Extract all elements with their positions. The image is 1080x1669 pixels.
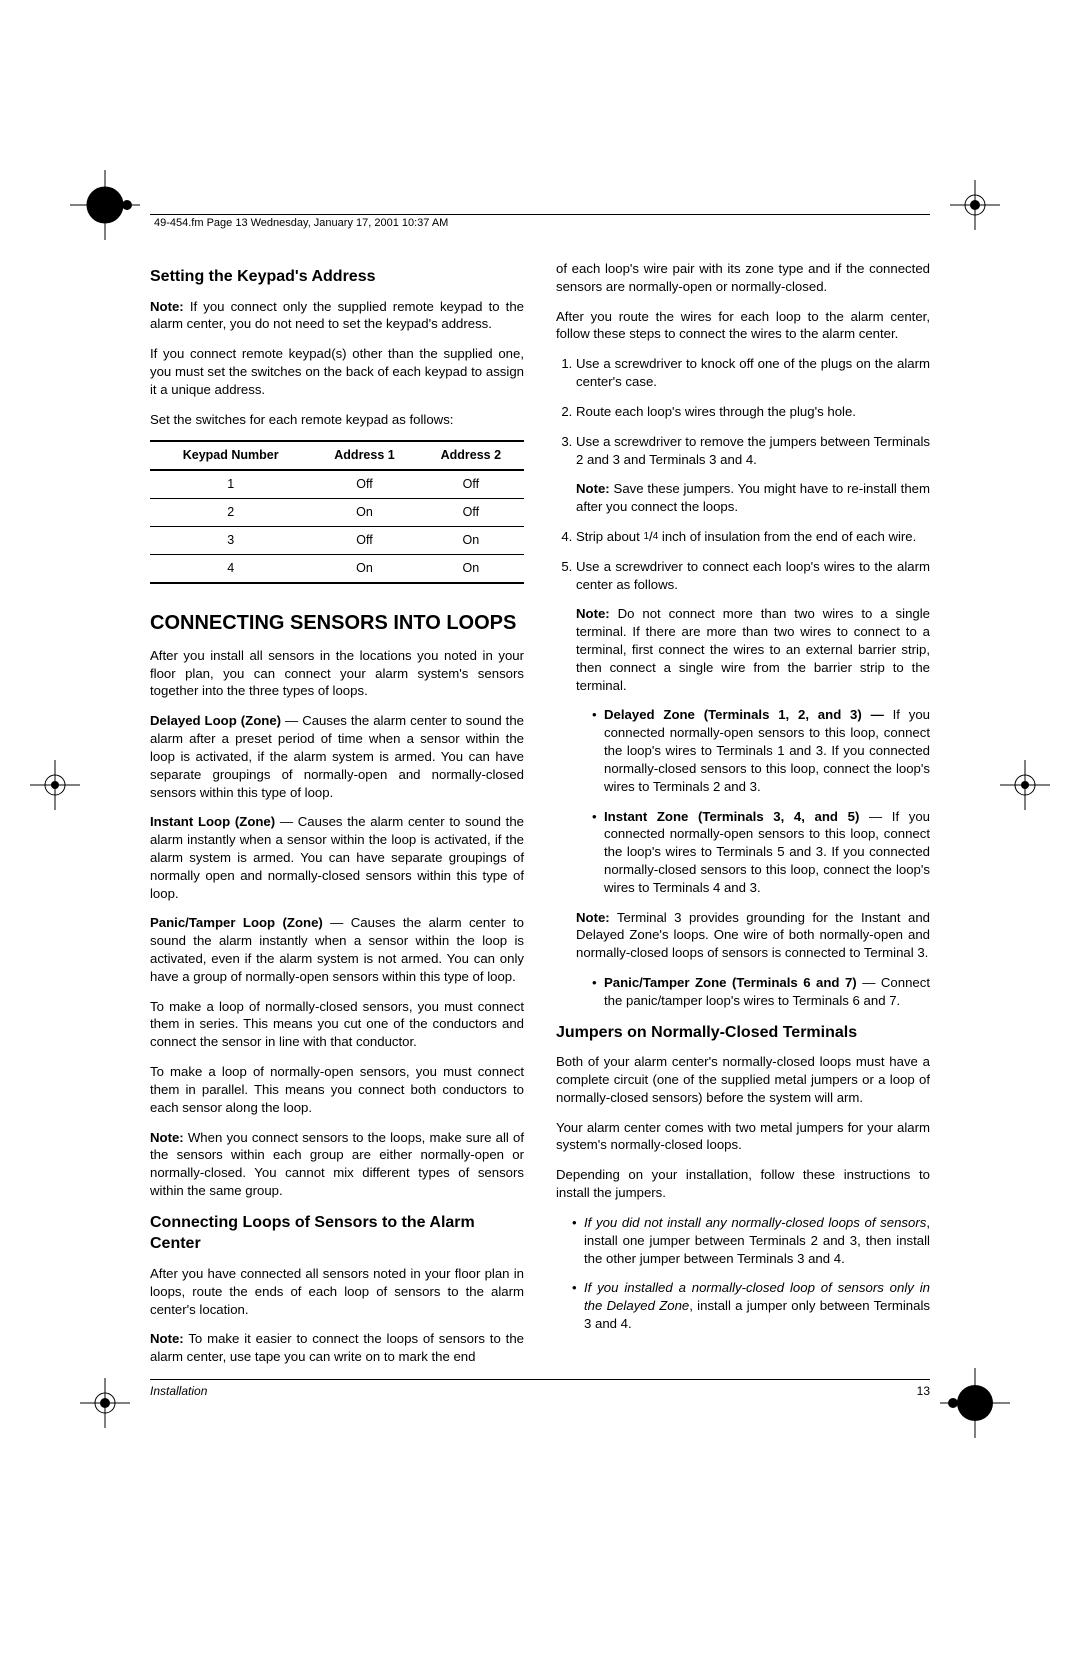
heading-setting-address: Setting the Keypad's Address: [150, 266, 524, 288]
heading-connect-loops: Connecting Loops of Sensors to the Alarm…: [150, 1212, 524, 1255]
term: Panic/Tamper Loop (Zone): [150, 915, 323, 930]
footer-page-number: 13: [917, 1384, 930, 1398]
heading-jumpers: Jumpers on Normally-Closed Terminals: [556, 1022, 930, 1044]
table-cell: Off: [311, 527, 417, 555]
text: Terminal 3 provides grounding for the In…: [576, 910, 930, 961]
table-cell: 3: [150, 527, 311, 555]
table-cell: Off: [418, 470, 524, 498]
table-cell: 2: [150, 499, 311, 527]
table-header: Keypad Number: [150, 441, 311, 470]
paragraph: If you connect remote keypad(s) other th…: [150, 345, 524, 398]
list-item: Strip about 1/4 inch of insulation from …: [576, 528, 930, 546]
table-header: Address 2: [418, 441, 524, 470]
left-column: Setting the Keypad's Address Note: If yo…: [150, 260, 524, 1378]
zone-bullets-2: Panic/Tamper Zone (Terminals 6 and 7) — …: [576, 974, 930, 1010]
text: If you connect only the supplied remote …: [150, 299, 524, 332]
list-item: Use a screwdriver to remove the jumpers …: [576, 433, 930, 516]
term: Instant Zone (Terminals 3, 4, and 5): [604, 809, 859, 824]
crop-mark-icon: [70, 170, 140, 240]
paragraph: To make a loop of normally-closed sensor…: [150, 998, 524, 1051]
content-columns: Setting the Keypad's Address Note: If yo…: [150, 260, 930, 1378]
term: Delayed Zone (Terminals 1, 2, and 3) —: [604, 707, 893, 722]
paragraph: Note: When you connect sensors to the lo…: [150, 1129, 524, 1200]
paragraph: Your alarm center comes with two metal j…: [556, 1119, 930, 1155]
table-cell: Off: [311, 470, 417, 498]
term: Panic/Tamper Zone (Terminals 6 and 7): [604, 975, 857, 990]
registration-mark-icon: [1000, 760, 1050, 810]
crop-mark-icon: [70, 1368, 140, 1438]
list-item: Delayed Zone (Terminals 1, 2, and 3) — I…: [592, 706, 930, 795]
note: Note: Do not connect more than two wires…: [576, 605, 930, 694]
text: inch of insulation from the end of each …: [658, 529, 916, 544]
table-cell: On: [418, 527, 524, 555]
list-item: Use a screwdriver to connect each loop's…: [576, 558, 930, 1010]
term: Delayed Loop (Zone): [150, 713, 281, 728]
table-header: Address 1: [311, 441, 417, 470]
running-header-text: 49-454.fm Page 13 Wednesday, January 17,…: [150, 217, 448, 229]
crop-mark-icon: [940, 170, 1010, 240]
list-item: Route each loop's wires through the plug…: [576, 403, 930, 421]
text: Strip about: [576, 529, 643, 544]
text: Save these jumpers. You might have to re…: [576, 481, 930, 514]
note: Note: Save these jumpers. You might have…: [576, 480, 930, 516]
registration-mark-icon: [30, 760, 80, 810]
paragraph: Both of your alarm center's normally-clo…: [556, 1053, 930, 1106]
list-item: If you installed a normally-closed loop …: [572, 1279, 930, 1332]
text: When you connect sensors to the loops, m…: [150, 1130, 524, 1198]
paragraph: Delayed Loop (Zone) — Causes the alarm c…: [150, 712, 524, 801]
right-column: of each loop's wire pair with its zone t…: [556, 260, 930, 1378]
paragraph: To make a loop of normally-open sensors,…: [150, 1063, 524, 1116]
zone-bullets: Delayed Zone (Terminals 1, 2, and 3) — I…: [576, 706, 930, 896]
list-item: Instant Zone (Terminals 3, 4, and 5) — I…: [592, 808, 930, 897]
paragraph: After you route the wires for each loop …: [556, 308, 930, 344]
footer-section: Installation: [150, 1384, 207, 1398]
table-cell: On: [418, 554, 524, 582]
term: If you did not install any normally-clos…: [584, 1215, 926, 1230]
list-item: Panic/Tamper Zone (Terminals 6 and 7) — …: [592, 974, 930, 1010]
paragraph: Panic/Tamper Loop (Zone) — Causes the al…: [150, 914, 524, 985]
jumper-bullets: If you did not install any normally-clos…: [556, 1214, 930, 1333]
text: Do not connect more than two wires to a …: [576, 606, 930, 692]
paragraph: Note: If you connect only the supplied r…: [150, 298, 524, 334]
list-item: If you did not install any normally-clos…: [572, 1214, 930, 1267]
keypad-address-table: Keypad Number Address 1 Address 2 1OffOf…: [150, 440, 524, 583]
note: Note: Terminal 3 provides grounding for …: [576, 909, 930, 962]
paragraph: Set the switches for each remote keypad …: [150, 411, 524, 429]
running-header: 49-454.fm Page 13 Wednesday, January 17,…: [150, 214, 930, 229]
fraction: 1: [643, 531, 649, 542]
table-cell: 4: [150, 554, 311, 582]
paragraph: Note: To make it easier to connect the l…: [150, 1330, 524, 1366]
paragraph: After you install all sensors in the loc…: [150, 647, 524, 700]
page-footer: Installation 13: [150, 1379, 930, 1398]
table-cell: Off: [418, 499, 524, 527]
paragraph: of each loop's wire pair with its zone t…: [556, 260, 930, 296]
steps-list: Use a screwdriver to knock off one of th…: [556, 355, 930, 1009]
table-cell: On: [311, 554, 417, 582]
heading-connecting-sensors: CONNECTING SENSORS INTO LOOPS: [150, 610, 524, 637]
table-cell: On: [311, 499, 417, 527]
table-cell: 1: [150, 470, 311, 498]
paragraph: Instant Loop (Zone) — Causes the alarm c…: [150, 813, 524, 902]
text: Use a screwdriver to connect each loop's…: [576, 559, 930, 592]
text: Use a screwdriver to remove the jumpers …: [576, 434, 930, 467]
crop-mark-icon: [940, 1368, 1010, 1438]
text: To make it easier to connect the loops o…: [150, 1331, 524, 1364]
paragraph: After you have connected all sensors not…: [150, 1265, 524, 1318]
term: Instant Loop (Zone): [150, 814, 275, 829]
list-item: Use a screwdriver to knock off one of th…: [576, 355, 930, 391]
paragraph: Depending on your installation, follow t…: [556, 1166, 930, 1202]
page: 49-454.fm Page 13 Wednesday, January 17,…: [0, 0, 1080, 1558]
